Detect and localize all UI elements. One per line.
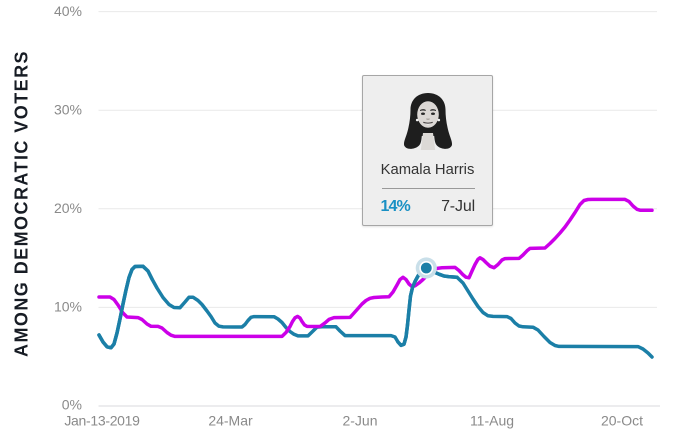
svg-text:30%: 30% [54,102,82,118]
svg-text:20%: 20% [54,200,82,216]
svg-text:2-Jun: 2-Jun [342,413,377,429]
svg-text:10%: 10% [54,299,82,315]
svg-text:Jan-13-2019: Jan-13-2019 [64,413,140,429]
svg-text:24-Mar: 24-Mar [208,413,253,429]
svg-text:11-Aug: 11-Aug [470,413,514,429]
svg-text:0%: 0% [62,396,82,412]
svg-text:20-Oct: 20-Oct [601,413,643,429]
svg-text:AMONG DEMOCRATIC VOTERS: AMONG DEMOCRATIC VOTERS [12,50,32,357]
svg-text:40%: 40% [54,3,82,19]
